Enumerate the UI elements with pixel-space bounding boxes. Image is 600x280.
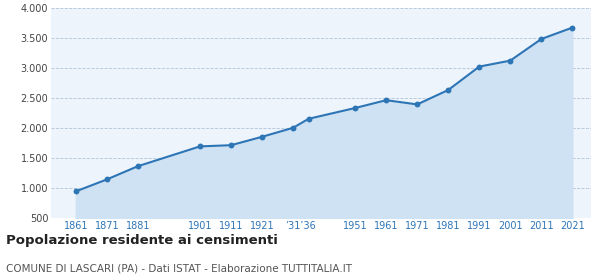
Point — [350, 106, 360, 110]
Point — [257, 135, 267, 139]
Point — [226, 143, 236, 148]
Point — [133, 164, 143, 169]
Point — [382, 98, 391, 102]
Point — [506, 58, 515, 63]
Point — [71, 189, 80, 194]
Point — [412, 102, 422, 107]
Point — [102, 177, 112, 182]
Text: Popolazione residente ai censimenti: Popolazione residente ai censimenti — [6, 234, 278, 247]
Point — [443, 88, 453, 92]
Point — [288, 125, 298, 130]
Point — [536, 37, 546, 41]
Point — [304, 116, 313, 121]
Point — [475, 64, 484, 69]
Text: COMUNE DI LASCARI (PA) - Dati ISTAT - Elaborazione TUTTITALIA.IT: COMUNE DI LASCARI (PA) - Dati ISTAT - El… — [6, 263, 352, 274]
Point — [195, 144, 205, 149]
Point — [568, 25, 577, 30]
